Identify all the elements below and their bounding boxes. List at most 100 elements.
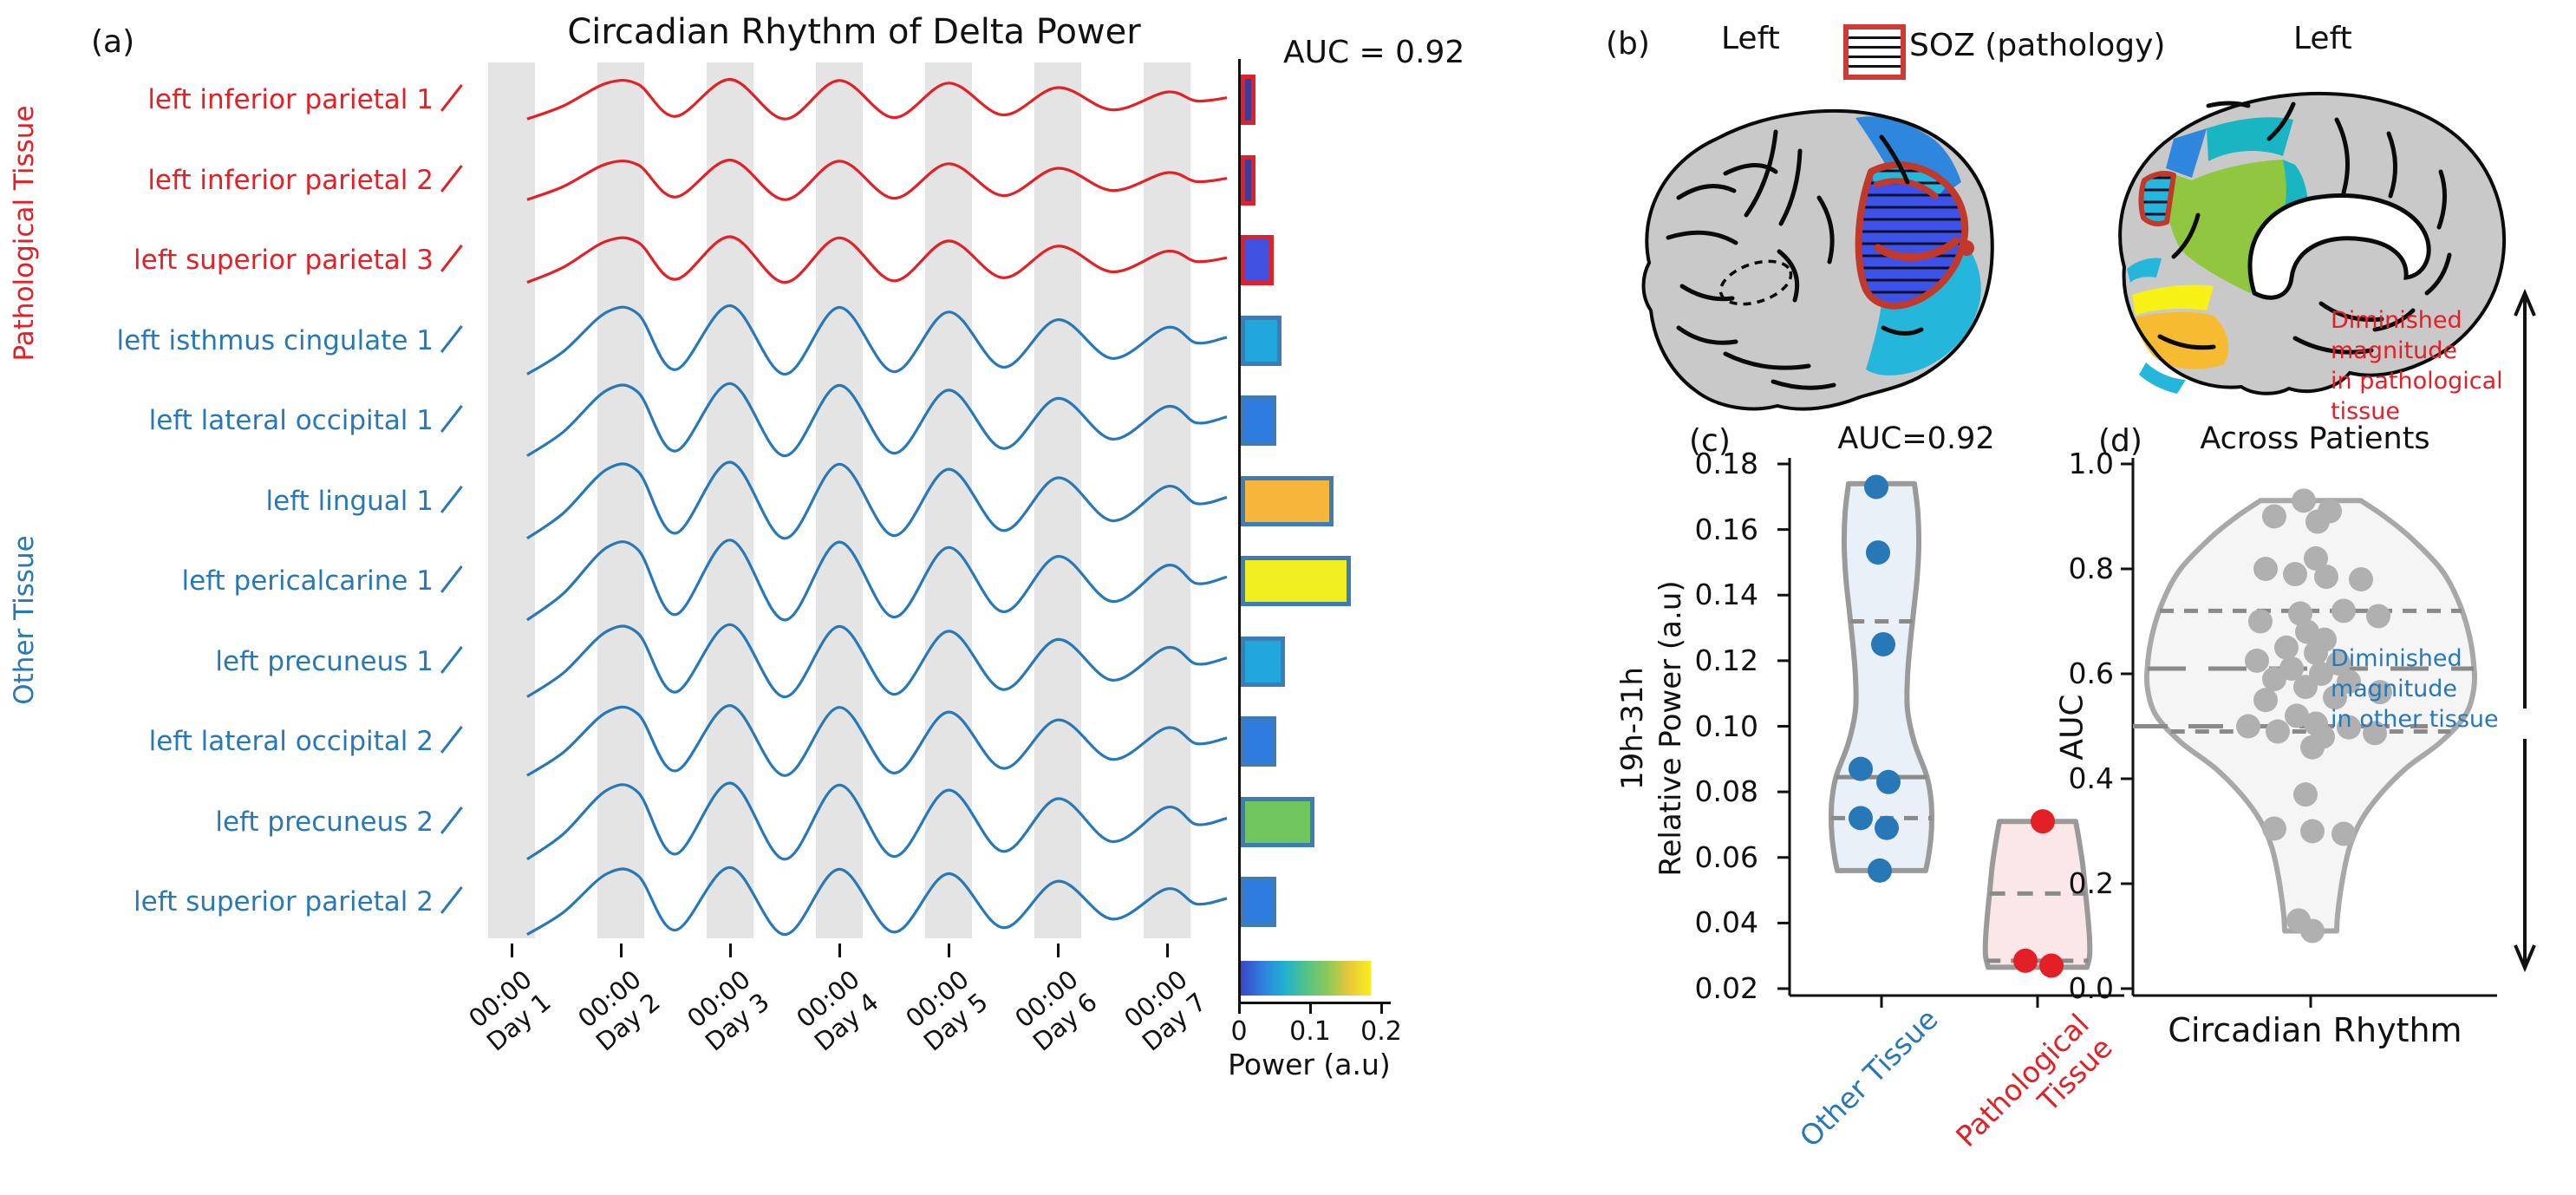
sulci-lines xyxy=(1666,129,1924,390)
patient-auc-point xyxy=(2304,640,2328,665)
annotation-diminished-pathological: Diminished magnitude in pathological tis… xyxy=(2331,307,2503,425)
barchart-x-tick-label: 0 xyxy=(1230,1016,1248,1047)
patient-auc-point xyxy=(2283,562,2307,587)
power-bar-5 xyxy=(1241,395,1276,446)
day-tick-mark xyxy=(511,944,513,957)
channel-label-2: left inferior parietal 2 xyxy=(147,165,434,196)
barchart-x-tick-label: 0.2 xyxy=(1360,1016,1402,1047)
delta-power-trace-plot xyxy=(488,62,1228,938)
patient-auc-point xyxy=(2363,721,2387,746)
day-tick-mark xyxy=(620,944,623,957)
day-tick-label: 00:00 Day 4 xyxy=(790,964,884,1057)
panel-c-xtick-other-tissue: Other Tissue xyxy=(1792,1002,1945,1154)
patient-auc-point xyxy=(2337,715,2361,740)
region-soz-inferior-parietal xyxy=(1855,161,1974,310)
power-bar-6 xyxy=(1241,476,1334,526)
barchart-title: AUC = 0.92 xyxy=(1283,35,1465,70)
region-precuneus-teal xyxy=(2207,117,2293,161)
patient-auc-point xyxy=(2253,688,2278,713)
patient-auc-point xyxy=(2288,601,2312,626)
barchart-x-tick xyxy=(1309,1002,1312,1014)
region-lingual-orange xyxy=(2136,311,2229,369)
power-bar-4 xyxy=(1241,316,1281,366)
panel-d-tag: (d) xyxy=(2098,423,2142,459)
soz-legend-label: SOZ (pathology) xyxy=(1909,28,2166,63)
region-superior-parietal-medial xyxy=(2166,128,2207,178)
patient-auc-point xyxy=(2285,703,2309,728)
brain-lateral-view xyxy=(1641,109,1994,411)
day-tick-label: 00:00 Day 2 xyxy=(571,964,666,1057)
channel-leader-line xyxy=(440,646,463,674)
panel-c-title: AUC=0.92 xyxy=(1837,421,1995,456)
patient-auc-point xyxy=(2323,685,2347,710)
region-pericalcarine-yellow xyxy=(2132,284,2214,316)
barchart-x-axis xyxy=(1238,1002,1391,1004)
patient-auc-point xyxy=(2368,680,2392,705)
panel-d-ytick-label: 0.4 xyxy=(2068,761,2114,795)
patient-auc-point xyxy=(2274,635,2299,660)
auc-violin-plot xyxy=(2121,458,2497,1008)
patient-auc-point xyxy=(2337,669,2361,695)
patient-auc-point xyxy=(2248,609,2273,634)
panel-c-xtick-pathological-tissue: Pathological Tissue xyxy=(1949,1007,2119,1154)
panel-c-ytick-label: 0.18 xyxy=(1694,447,1758,480)
region-cyan-sliver-top xyxy=(2127,258,2162,283)
panel-d-ytick-label: 0.0 xyxy=(2068,971,2114,1005)
panel-c-ytick-label: 0.04 xyxy=(1694,905,1758,940)
power-bar-8 xyxy=(1241,637,1285,687)
delta-power-trace-10 xyxy=(526,781,1228,861)
delta-power-trace-7 xyxy=(526,539,1228,622)
barchart-x-tick xyxy=(1380,1002,1383,1014)
channel-label-5: left lateral occipital 1 xyxy=(148,405,434,436)
delta-power-trace-6 xyxy=(526,460,1228,540)
patient-auc-point xyxy=(2262,504,2286,529)
channel-label-4: left isthmus cingulate 1 xyxy=(116,325,434,356)
delta-power-trace-4 xyxy=(526,304,1228,376)
data-point xyxy=(2039,953,2064,978)
violin-pathological-tissue xyxy=(1982,819,2093,970)
channel-label-8: left precuneus 1 xyxy=(215,646,434,677)
panel-c-ytick-label: 0.12 xyxy=(1694,643,1758,677)
data-point xyxy=(1849,806,1873,831)
patient-auc-point xyxy=(2300,918,2325,944)
panel-d-ytick-label: 0.8 xyxy=(2068,552,2114,585)
data-point xyxy=(1849,756,1873,781)
day-tick-label: 00:00 Day 5 xyxy=(899,964,994,1057)
panel-a-title: Circadian Rhythm of Delta Power xyxy=(567,12,1141,52)
brain-outline-stroke xyxy=(1641,109,1994,411)
delta-power-trace-1 xyxy=(526,77,1228,121)
patient-auc-point xyxy=(2262,816,2286,841)
channel-leader-line xyxy=(440,886,463,914)
channel-leader-line xyxy=(440,726,463,754)
patient-auc-point xyxy=(2300,819,2325,844)
sulci-lines xyxy=(2157,101,2452,355)
channel-leader-line xyxy=(440,565,463,593)
panel-c-ytick-label: 0.06 xyxy=(1694,839,1758,874)
data-point xyxy=(1875,815,1899,840)
power-bar-7 xyxy=(1241,556,1351,606)
soz-legend-swatch xyxy=(1843,24,1906,80)
panel-d-ytick-label: 1.0 xyxy=(2068,447,2114,480)
brain-medial-left-label: Left xyxy=(2293,21,2352,56)
day-tick-mark xyxy=(1166,944,1169,957)
power-bar-9 xyxy=(1241,716,1276,767)
brain-lateral-left-label: Left xyxy=(1721,21,1780,56)
panel-d-ytick-label: 0.2 xyxy=(2068,866,2114,900)
panel-c-tag: (c) xyxy=(1689,423,1731,459)
patient-auc-point xyxy=(2305,509,2330,534)
patient-auc-point xyxy=(2245,648,2269,673)
channel-label-6: left lingual 1 xyxy=(265,486,434,517)
panel-c-ytick-label: 0.02 xyxy=(1694,971,1758,1005)
double-headed-arrow xyxy=(2514,288,2536,973)
patient-auc-point xyxy=(2292,488,2316,513)
patient-auc-point xyxy=(2331,821,2356,846)
channel-label-3: left superior parietal 3 xyxy=(134,245,434,276)
channel-label-9: left lateral occipital 2 xyxy=(148,726,434,757)
power-bar-3 xyxy=(1241,235,1274,285)
channel-leader-line xyxy=(440,325,463,353)
brain-outline-stroke xyxy=(2118,91,2506,395)
panel-d-xlabel: Circadian Rhythm xyxy=(2168,1011,2462,1049)
group-label-pathological-tissue: Pathological Tissue xyxy=(9,105,40,362)
patient-auc-point xyxy=(2266,719,2290,744)
